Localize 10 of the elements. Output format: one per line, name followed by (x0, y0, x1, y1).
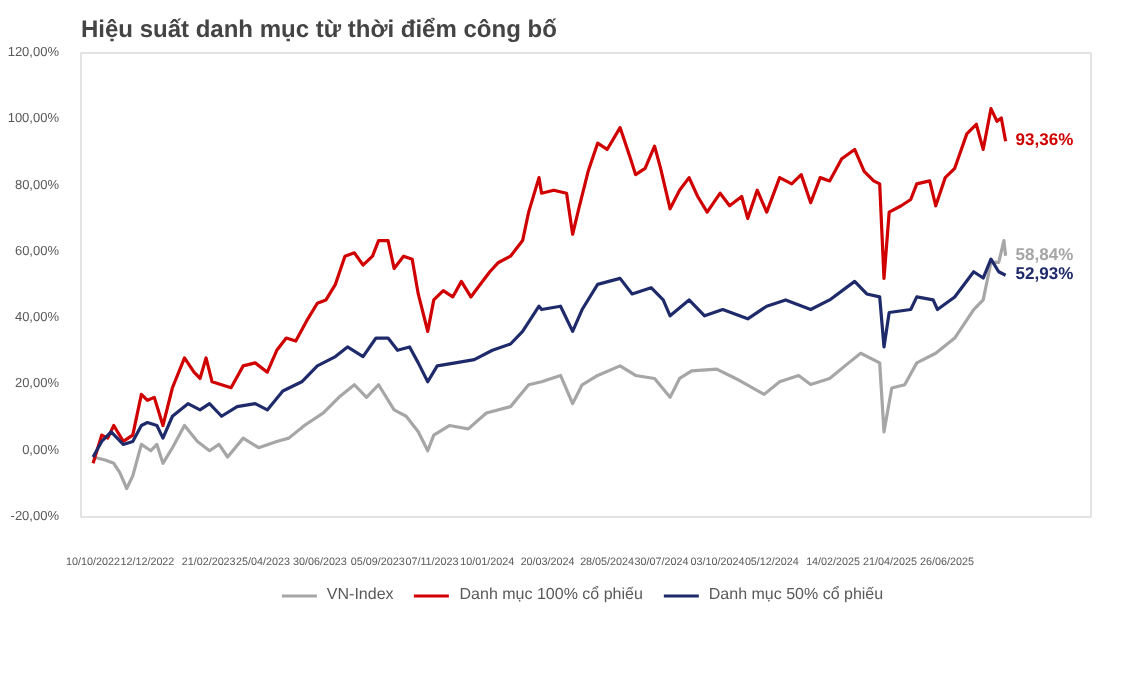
annotation: 52,93% (1015, 263, 1075, 284)
annotation: 58,84% (1015, 243, 1075, 264)
line-series (91, 257, 1008, 459)
line-series (91, 238, 1008, 491)
legend-label: Danh mục 100% cổ phiếu (459, 585, 643, 603)
line-series (91, 107, 1008, 465)
annotation: 93,36% (1015, 129, 1075, 150)
legend-label: VN-Index (326, 585, 394, 603)
chart-title: Hiệu suất danh mục từ thời điểm công bố (81, 15, 557, 43)
legend-label: Danh mục 50% cổ phiếu (708, 585, 884, 603)
